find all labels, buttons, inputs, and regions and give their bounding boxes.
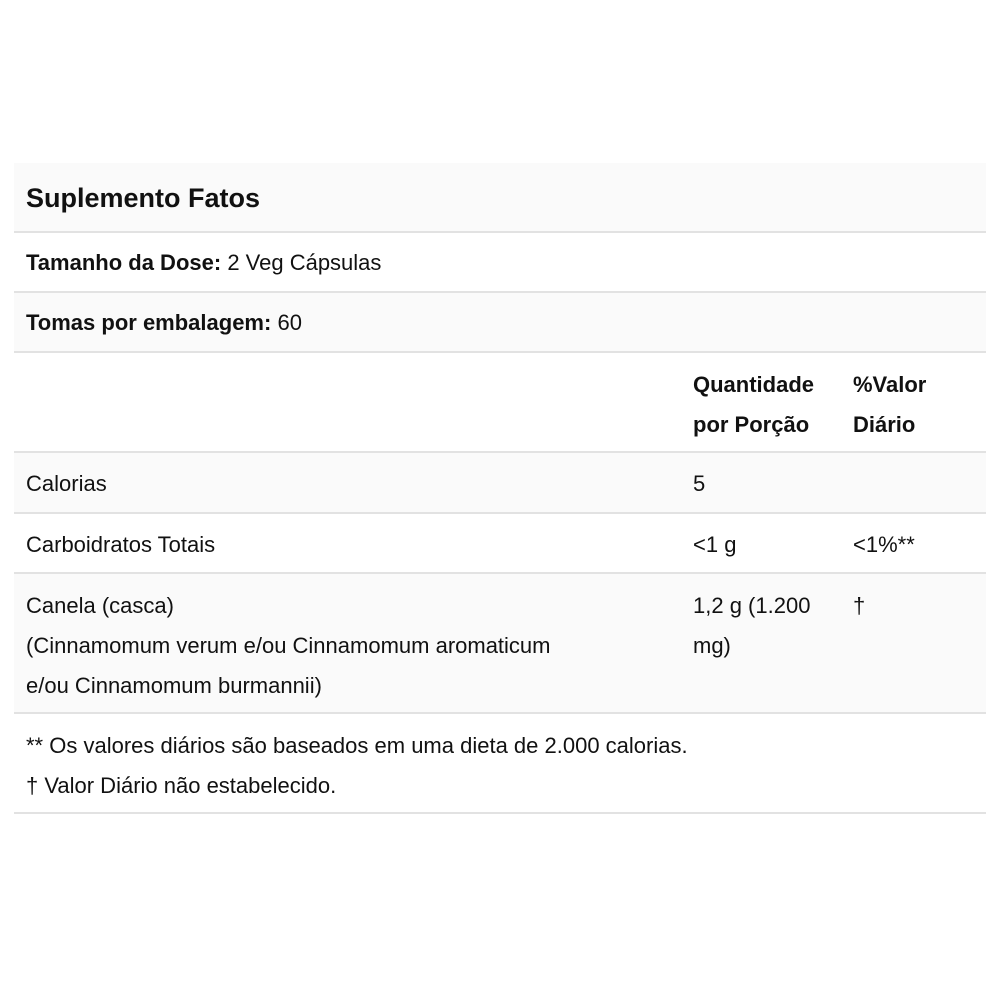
table-row: Canela (casca) (Cinnamomum verum e/ou Cin… (14, 574, 986, 714)
footnote-dv-not-established: † Valor Diário não estabelecido. (26, 773, 337, 798)
nutrient-amount-line1: 1,2 g (1.200 (693, 593, 811, 618)
nutrient-amount-line2: mg) (693, 633, 731, 658)
nutrient-dv: † (853, 593, 866, 618)
serving-size-label: Tamanho da Dose: (26, 250, 222, 275)
nutrient-name: Calorias (26, 471, 107, 496)
table-row: Calorias 5 (14, 453, 986, 514)
servings-label: Tomas por embalagem: (26, 310, 272, 335)
supplement-facts-table: Suplemento Fatos Tamanho da Dose: 2 Veg … (14, 163, 986, 814)
nutrient-name: Canela (casca) (26, 593, 174, 618)
servings-value: 60 (277, 310, 302, 335)
column-header-row: Quantidade por Porção %Valor Diário (14, 353, 986, 453)
nutrient-dv: <1%** (853, 532, 915, 557)
nutrient-amount: <1 g (693, 532, 737, 557)
nutrient-amount: 5 (693, 471, 706, 496)
amount-header-line1: Quantidade (693, 372, 815, 397)
nutrient-source-line1: (Cinnamomum verum e/ou Cinnamomum aromat… (26, 633, 551, 658)
dv-header-line2: Diário (853, 412, 916, 437)
serving-size-value: 2 Veg Cápsulas (227, 250, 382, 275)
nutrient-source-line2: e/ou Cinnamomum burmannii) (26, 673, 322, 698)
footnotes-row: ** Os valores diários são baseados em um… (14, 714, 986, 814)
table-row: Carboidratos Totais <1 g <1%** (14, 514, 986, 574)
dv-header-line1: %Valor (853, 372, 927, 397)
servings-per-container-row: Tomas por embalagem: 60 (14, 293, 986, 353)
nutrient-name: Carboidratos Totais (26, 532, 216, 557)
serving-size-row: Tamanho da Dose: 2 Veg Cápsulas (14, 233, 986, 293)
table-title: Suplemento Fatos (26, 183, 261, 213)
amount-header-line2: por Porção (693, 412, 810, 437)
title-row: Suplemento Fatos (14, 163, 986, 233)
footnote-daily-values: ** Os valores diários são baseados em um… (26, 733, 688, 758)
